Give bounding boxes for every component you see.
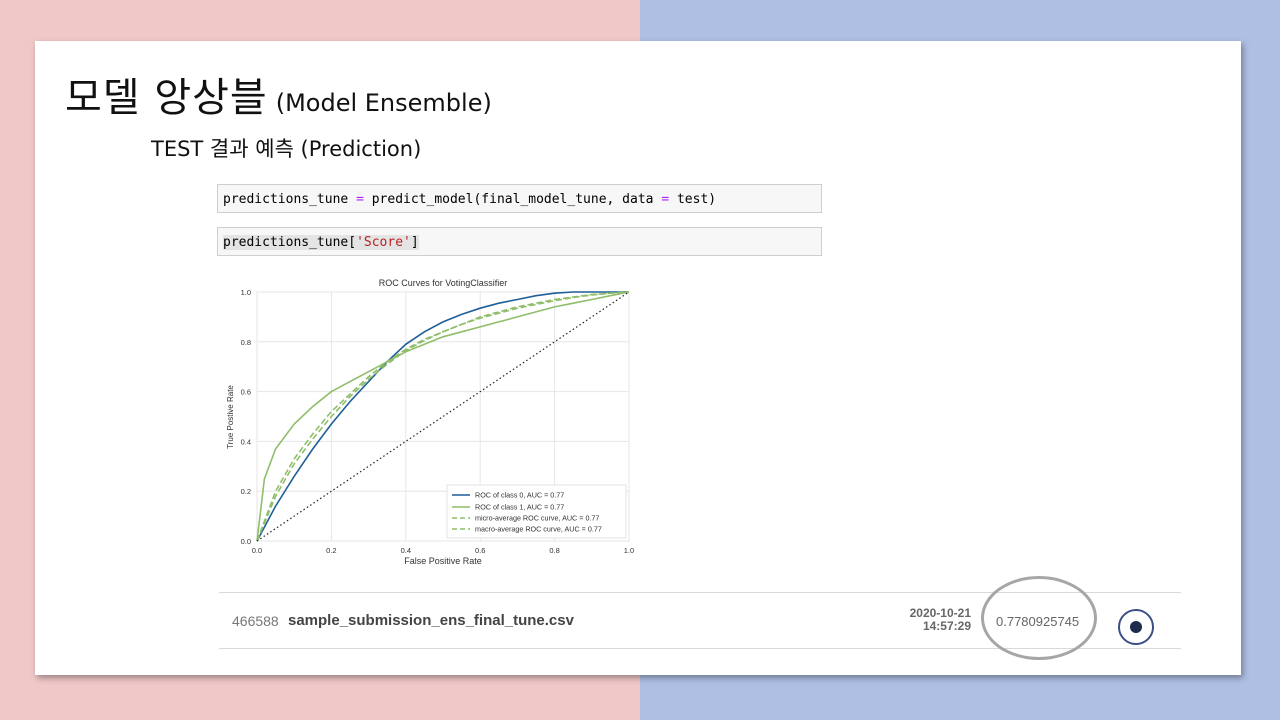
score-highlight-circle	[981, 576, 1097, 660]
code-var: predictions_tune	[223, 192, 349, 207]
series-group	[256, 291, 630, 542]
roc-chart: 0.0 0.2 0.4 0.6 0.8 1.0 0.0 0.2 0.4 0.6 0.8 1.0 ROC…	[226, 278, 635, 566]
x-tick-label: 0.4	[401, 546, 411, 555]
legend-entry: ROC of class 0, AUC = 0.77	[475, 491, 564, 500]
ticks-group: 0.0 0.2 0.4 0.6 0.8 1.0 0.0 0.2 0.4 0.6 0.8 1.0	[241, 288, 635, 555]
title-korean: 모델 앙상블	[65, 75, 268, 121]
code-bracket: ]	[410, 235, 419, 250]
title-english: (Model Ensemble)	[275, 89, 492, 117]
chance-diagonal-line	[256, 291, 630, 542]
y-tick-label: 0.6	[241, 388, 251, 397]
x-tick-label: 0.8	[549, 546, 559, 555]
code-string: 'Score'	[356, 235, 411, 250]
select-submission-radio[interactable]	[1118, 609, 1154, 645]
roc-series-line	[256, 291, 630, 542]
x-tick-label: 1.0	[624, 546, 634, 555]
y-tick-label: 0.8	[241, 338, 251, 347]
code-operator: =	[661, 192, 670, 207]
slide: 모델 앙상블 (Model Ensemble) TEST 결과 예측 (Predi…	[35, 41, 1241, 675]
legend-entry: micro-average ROC curve, AUC = 0.77	[475, 514, 599, 523]
x-tick-label: 0.2	[326, 546, 336, 555]
y-tick-label: 0.0	[241, 537, 251, 546]
y-tick-label: 0.4	[241, 437, 251, 446]
code-cell-score[interactable]: predictions_tune['Score']	[217, 227, 822, 256]
roc-series-line	[256, 291, 629, 542]
code-cell-predict[interactable]: predictions_tune = predict_model(final_m…	[217, 184, 822, 213]
submission-date: 2020-10-21	[909, 606, 971, 620]
y-axis-label: True Postive Rate	[226, 385, 235, 449]
legend-box	[446, 484, 627, 539]
x-axis-label: False Positive Rate	[404, 556, 482, 566]
submission-datetime: 2020-10-21 14:57:29	[891, 607, 971, 633]
y-tick-label: 0.2	[241, 487, 251, 496]
legend-entry: ROC of class 1, AUC = 0.77	[475, 503, 564, 512]
x-tick-label: 0.6	[475, 546, 485, 555]
legend-entry: macro-average ROC curve, AUC = 0.77	[475, 525, 602, 534]
code-call: predict_model(final_model_tune, data	[371, 192, 654, 207]
code-operator: =	[356, 192, 364, 207]
submission-id: 466588	[232, 613, 279, 629]
legend: ROC of class 0, AUC = 0.77 ROC of class …	[446, 484, 627, 539]
chart-title: ROC Curves for VotingClassifier	[379, 278, 508, 288]
submission-filename[interactable]: sample_submission_ens_final_tune.csv	[288, 612, 574, 629]
y-tick-label: 1.0	[241, 288, 251, 297]
slide-title: 모델 앙상블 (Model Ensemble)	[65, 65, 492, 123]
roc-series-line	[256, 291, 630, 542]
slide-subtitle: TEST 결과 예측 (Prediction)	[151, 137, 422, 161]
code-var: predictions_tune[	[223, 235, 357, 250]
submission-time: 14:57:29	[922, 619, 971, 633]
x-tick-label: 0.0	[252, 546, 262, 555]
code-arg: test)	[676, 192, 717, 207]
radio-selected-dot	[1130, 621, 1142, 633]
